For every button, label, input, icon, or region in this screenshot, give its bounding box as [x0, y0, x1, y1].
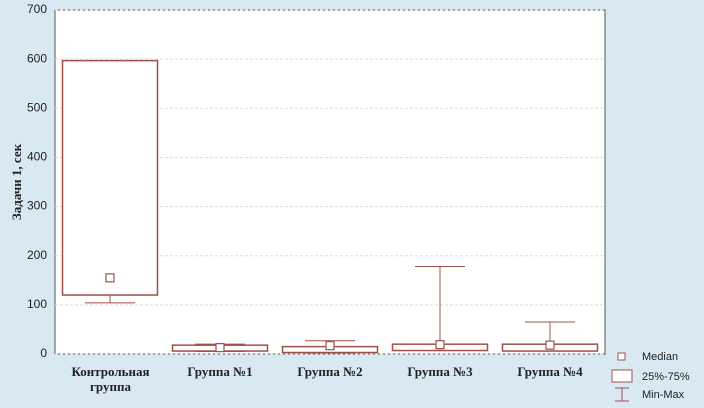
x-tick-label: Группа №1 [187, 364, 253, 379]
median-marker [435, 340, 445, 350]
x-tick-label: Группа №2 [297, 364, 363, 379]
median-marker [545, 340, 555, 350]
y-tick-label: 0 [40, 346, 47, 360]
y-tick-label: 600 [27, 51, 47, 65]
x-tick-label: Группа №3 [407, 364, 473, 379]
legend-label: Median [642, 351, 678, 363]
y-tick-label: 300 [27, 199, 47, 213]
median-marker [105, 273, 115, 283]
y-tick-label: 100 [27, 297, 47, 311]
y-axis-label: Задачи 1, сек [9, 143, 24, 220]
y-tick-label: 200 [27, 248, 47, 262]
y-tick-label: 700 [27, 2, 47, 16]
legend-median-icon [617, 352, 626, 361]
legend-label: Min-Max [642, 389, 685, 401]
y-tick-label: 400 [27, 150, 47, 164]
box [61, 59, 159, 296]
legend-box-icon [611, 369, 633, 383]
x-tick-label: Группа №4 [517, 364, 583, 379]
median-marker [325, 341, 335, 351]
x-tick-label: Контрольная группа [71, 364, 150, 394]
y-tick-label: 500 [27, 100, 47, 114]
median-marker [215, 343, 225, 353]
legend-label: 25%-75% [642, 371, 690, 383]
